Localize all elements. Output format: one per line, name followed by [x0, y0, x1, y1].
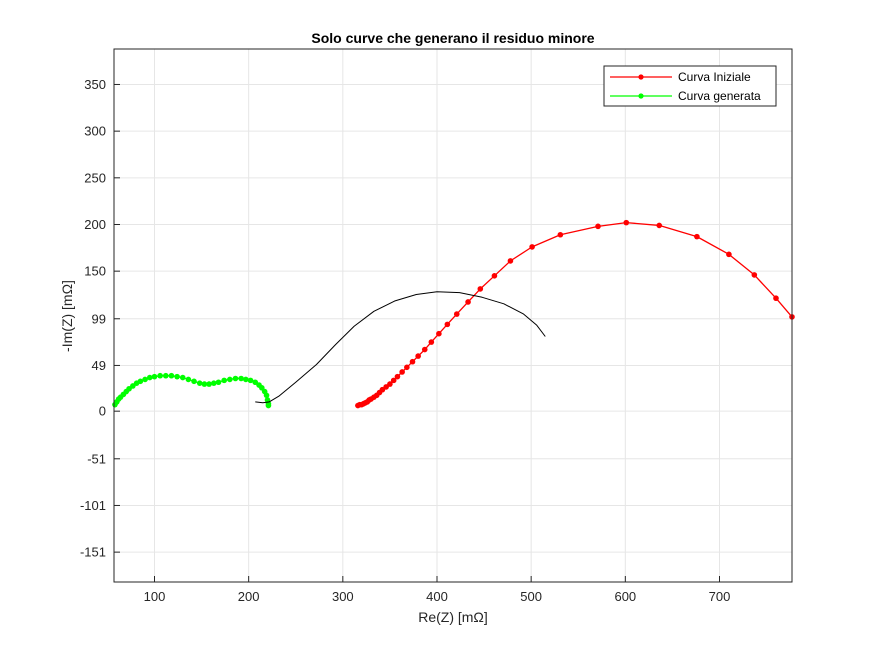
x-tick-label: 200: [238, 589, 260, 604]
series-series-2: [255, 291, 546, 404]
data-point-curva-generata: [265, 402, 272, 409]
data-point-curva-generata: [232, 375, 239, 382]
data-point-curva-iniziale: [409, 358, 416, 365]
data-point-curva-generata: [162, 372, 169, 379]
y-tick-label: 300: [84, 124, 106, 139]
y-tick-label: 200: [84, 217, 106, 232]
data-point-curva-iniziale: [477, 286, 484, 292]
data-point-curva-iniziale: [399, 369, 405, 375]
data-point-curva-iniziale: [557, 231, 564, 238]
data-point-curva-generata: [227, 376, 233, 383]
series-layer: [112, 219, 795, 409]
series-line-series-2: [255, 291, 546, 404]
chart-title: Solo curve che generano il residuo minor…: [311, 30, 594, 46]
data-point-curva-generata: [196, 380, 203, 386]
x-tick-label: 400: [426, 589, 448, 604]
data-point-curva-iniziale: [491, 273, 498, 279]
x-tick-label: 500: [520, 589, 542, 604]
legend: Curva Iniziale Curva generata: [603, 65, 777, 107]
data-point-curva-generata: [263, 392, 270, 399]
data-point-curva-generata: [243, 376, 249, 383]
x-axis-label: Re(Z) [mΩ]: [418, 609, 488, 625]
data-point-curva-iniziale: [726, 251, 732, 258]
data-point-curva-generata: [238, 375, 244, 382]
data-point-curva-iniziale: [507, 258, 514, 264]
data-point-curva-iniziale: [436, 330, 442, 337]
data-point-curva-iniziale: [394, 373, 401, 380]
data-point-curva-iniziale: [656, 222, 663, 229]
data-point-curva-generata: [142, 376, 148, 383]
data-point-curva-generata: [185, 376, 192, 383]
y-tick-label: 350: [84, 77, 106, 92]
x-tick-label: 100: [144, 589, 166, 604]
plot-area: [114, 49, 792, 582]
y-tick-label: 250: [84, 170, 106, 185]
y-tick-label: 99: [92, 311, 106, 326]
data-point-curva-iniziale: [529, 244, 535, 250]
data-point-curva-generata: [247, 377, 254, 384]
data-point-curva-generata: [168, 372, 175, 379]
data-point-curva-generata: [151, 373, 158, 380]
x-tick-label: 700: [709, 589, 731, 604]
data-point-curva-iniziale: [390, 377, 397, 384]
data-point-curva-iniziale: [623, 219, 630, 226]
grid: [114, 49, 792, 582]
data-point-curva-generata: [206, 381, 212, 387]
data-point-curva-iniziale: [453, 311, 460, 317]
data-point-curva-iniziale: [751, 272, 758, 278]
x-tick-label: 300: [332, 589, 354, 604]
data-point-curva-generata: [179, 374, 186, 381]
data-point-curva-generata: [201, 381, 208, 387]
data-point-curva-generata: [191, 378, 197, 385]
y-tick-label: -51: [87, 451, 106, 466]
data-point-curva-generata: [146, 374, 153, 381]
x-tick-label: 600: [614, 589, 636, 604]
y-tick-label: -101: [80, 498, 106, 513]
legend-marker-generated: [638, 93, 644, 99]
data-point-curva-iniziale: [421, 346, 428, 353]
legend-label-generated: Curva generata: [678, 89, 761, 103]
data-point-curva-generata: [221, 377, 227, 384]
data-point-curva-iniziale: [694, 233, 700, 240]
y-tick-label: -151: [80, 545, 106, 560]
data-point-curva-generata: [137, 378, 144, 385]
data-point-curva-iniziale: [595, 223, 601, 230]
legend-marker-initial: [638, 74, 644, 80]
data-point-curva-iniziale: [465, 299, 471, 305]
data-point-curva-iniziale: [444, 321, 451, 328]
y-tick-label: 150: [84, 264, 106, 279]
data-point-curva-iniziale: [773, 295, 779, 302]
data-point-curva-generata: [174, 373, 180, 380]
y-tick-label: 0: [99, 404, 106, 419]
data-point-curva-iniziale: [404, 364, 410, 371]
data-point-curva-iniziale: [387, 381, 393, 387]
series-curva-generata: [112, 372, 272, 409]
data-point-curva-iniziale: [415, 353, 421, 359]
legend-label-initial: Curva Iniziale: [678, 70, 751, 84]
data-point-curva-generata: [157, 372, 163, 379]
y-axis-label: -Im(Z) [mΩ]: [59, 280, 75, 352]
ticks: 100 200 300 400 500 600 700 -151 -101 -51 0 49 99 150…: [80, 77, 730, 604]
data-point-curva-generata: [211, 380, 217, 386]
y-tick-label: 49: [92, 358, 106, 373]
series-curva-iniziale: [355, 219, 795, 409]
data-point-curva-iniziale: [428, 339, 435, 345]
plot-frame: [113, 48, 793, 583]
data-point-curva-generata: [215, 379, 222, 386]
legend-box: [603, 65, 777, 107]
